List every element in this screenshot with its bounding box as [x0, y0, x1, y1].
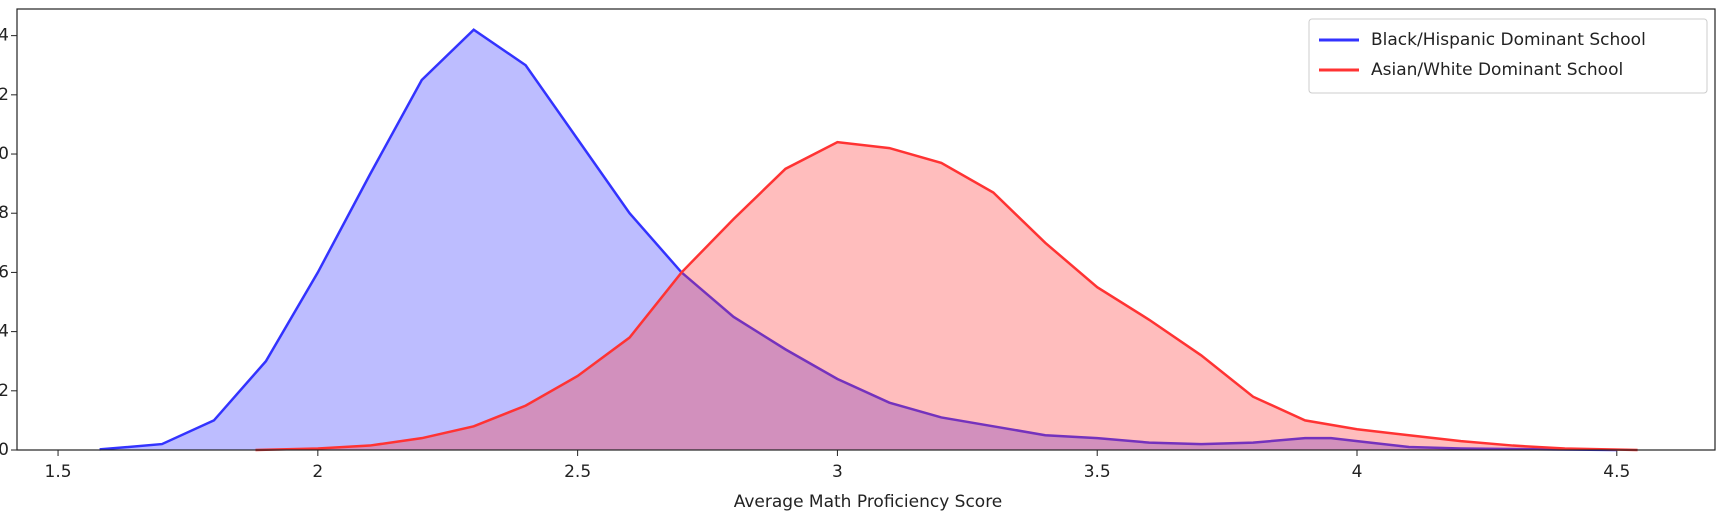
x-tick-label: 2.5: [564, 462, 591, 482]
x-tick-label: 4.5: [1603, 462, 1630, 482]
density-area: [99, 29, 1617, 451]
legend-label: Black/Hispanic Dominant School: [1371, 30, 1646, 50]
y-tick-label: 1.4: [0, 26, 9, 46]
legend-label: Asian/White Dominant School: [1371, 60, 1623, 80]
x-tick-label: 4: [1352, 462, 1363, 482]
y-tick-label: 0.8: [0, 203, 9, 223]
x-tick-label: 1.5: [45, 462, 72, 482]
y-tick-label: 0.4: [0, 322, 9, 342]
legend-box: [1308, 18, 1708, 94]
density-line: [255, 140, 1638, 452]
plot-frame: [16, 8, 1716, 451]
density-area: [255, 142, 1638, 450]
y-tick-label: 0.6: [0, 262, 9, 282]
x-tick-label: 3: [832, 462, 843, 482]
y-tick-label: 0.2: [0, 381, 9, 401]
y-tick-label: 1.0: [0, 144, 9, 164]
y-tick-label: 1.2: [0, 85, 9, 105]
y-tick-label: 0.0: [0, 440, 9, 460]
x-tick-label: 2: [312, 462, 323, 482]
x-axis-label: Average Math Proficiency Score: [734, 492, 1003, 512]
x-tick-label: 3.5: [1084, 462, 1111, 482]
density-line: [99, 28, 1617, 452]
